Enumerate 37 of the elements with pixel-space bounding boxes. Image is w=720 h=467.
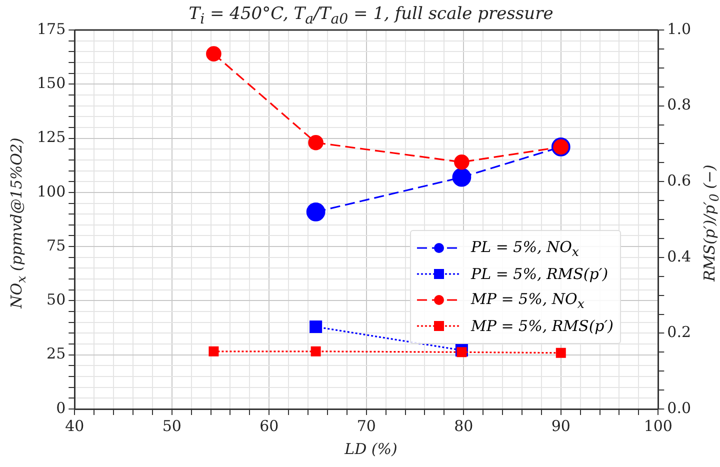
legend-label: MP = 5%, RMS(p′): [471, 317, 614, 335]
point: [454, 154, 470, 170]
y-tick-label: 150: [36, 74, 66, 92]
y2-tick-label: 0.0: [667, 398, 692, 417]
legend-label: PL = 5%, RMS(p′): [471, 265, 608, 283]
x-axis-title: LD (%): [344, 440, 398, 458]
x-tick-label: 70: [356, 416, 376, 435]
y2-tick-label: 0.8: [667, 96, 692, 114]
y-tick-label: 0: [56, 398, 66, 417]
chart-title: T$_{i}$ = 450°C, T$_{a}$/T$_{a0}$ = 1, full scale pressure: [188, 4, 554, 28]
y-tick-label: 25: [46, 344, 66, 363]
x-tick-label: 100: [644, 416, 672, 435]
y-tick-label: 125: [36, 128, 66, 146]
x-tick-label: 80: [454, 416, 474, 435]
point: [456, 347, 467, 358]
y2-tick-label: 1.0: [667, 20, 692, 38]
point: [452, 168, 472, 187]
point: [208, 346, 219, 356]
y2-tick-label: 0.2: [667, 323, 692, 342]
y-tick-label: 50: [46, 290, 66, 309]
point: [310, 320, 322, 334]
x-tick-label: 40: [65, 416, 84, 435]
x-tick-label: 60: [260, 416, 279, 435]
y2-tick-label: 0.6: [667, 171, 692, 190]
y-tick-label: 75: [46, 236, 66, 254]
point: [556, 348, 566, 358]
point: [306, 202, 326, 222]
y-tick-label: 100: [36, 182, 66, 200]
point: [310, 346, 321, 356]
legend-label: PL = 5%, NO$_{x}$: [471, 238, 579, 258]
point: [206, 46, 222, 62]
point: [308, 134, 324, 150]
x-tick-label: 90: [551, 416, 570, 435]
y2-tick-label: 0.4: [667, 247, 692, 266]
legend-label: MP = 5%, NO$_{x}$: [471, 290, 584, 310]
y-tick-label: 175: [36, 20, 66, 38]
x-tick-label: 50: [162, 416, 182, 435]
